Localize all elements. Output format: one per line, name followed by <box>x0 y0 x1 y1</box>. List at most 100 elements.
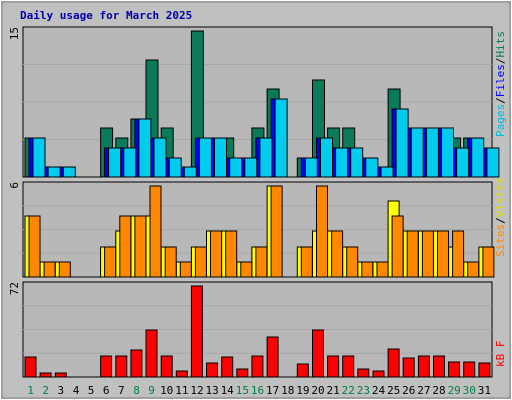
x-tick-label: 31 <box>478 384 491 397</box>
bar-pages-day-9 <box>153 137 167 178</box>
x-tick-label: 25 <box>387 384 400 397</box>
legend-top: Pages/Files/Hits <box>494 31 507 137</box>
bar-kbytes-day-27 <box>417 355 430 378</box>
x-tick-label: 2 <box>42 384 49 397</box>
bar-pages-day-20 <box>320 137 333 178</box>
bar-sites-day-10 <box>164 246 177 278</box>
x-tick-label: 1 <box>27 384 34 397</box>
bar-sites-day-21 <box>331 230 344 278</box>
legend-item: kB F <box>494 341 507 368</box>
bar-sites-day-3 <box>58 261 71 278</box>
bar-kbytes-day-23 <box>357 368 370 378</box>
bar-kbytes-day-10 <box>160 355 173 378</box>
bar-pages-day-8 <box>138 118 152 178</box>
x-tick-label: 16 <box>251 384 264 397</box>
bar-kbytes-day-26 <box>402 357 415 378</box>
bar-sites-day-13 <box>210 230 222 278</box>
bar-sites-day-9 <box>149 185 162 278</box>
x-tick-label: 17 <box>266 384 279 397</box>
bar-kbytes-day-14 <box>221 356 234 378</box>
bar-kbytes-day-20 <box>312 329 324 378</box>
bar-sites-day-30 <box>467 261 480 278</box>
x-tick-label: 23 <box>357 384 370 397</box>
bar-pages-day-26 <box>410 127 424 178</box>
x-tick-label: 30 <box>463 384 476 397</box>
bar-pages-day-12 <box>198 137 212 178</box>
legend-middle: Sites/Visits <box>494 178 507 258</box>
bar-sites-day-16 <box>255 246 268 278</box>
x-tick-label: 8 <box>133 384 140 397</box>
panel-middle: 6 Sites/Visits <box>8 178 507 278</box>
x-tick-label: 5 <box>88 384 95 397</box>
bar-pages-day-10 <box>168 157 182 178</box>
x-tick-label: 11 <box>175 384 188 397</box>
y-max-label: 6 <box>8 182 21 189</box>
bar-pages-day-15 <box>244 157 258 178</box>
legend-item: / <box>494 97 507 104</box>
bar-pages-day-1 <box>32 137 46 178</box>
x-tick-label: 12 <box>190 384 203 397</box>
legend-item: Sites <box>494 224 507 257</box>
bar-sites-day-6 <box>104 246 117 278</box>
bar-pages-day-24 <box>380 166 394 178</box>
x-tick-label: 14 <box>221 384 235 397</box>
x-tick-label: 28 <box>432 384 445 397</box>
x-tick-label: 3 <box>57 384 64 397</box>
bar-kbytes-day-2 <box>39 372 52 378</box>
legend-bottom: kB F <box>494 341 507 368</box>
x-tick-label: 19 <box>296 384 309 397</box>
bar-kbytes-day-3 <box>54 372 67 378</box>
bar-pages-day-31 <box>486 147 500 178</box>
bar-sites-day-29 <box>452 230 465 278</box>
bar-sites-day-19 <box>300 246 313 278</box>
bar-pages-day-19 <box>304 157 318 178</box>
bar-pages-day-16 <box>259 137 273 178</box>
bar-kbytes-day-28 <box>433 355 445 378</box>
bar-kbytes-day-7 <box>115 355 128 378</box>
bar-kbytes-day-25 <box>387 348 400 378</box>
x-tick-label: 29 <box>448 384 461 397</box>
x-tick-label: 7 <box>118 384 125 397</box>
x-tick-label: 24 <box>372 384 386 397</box>
bar-kbytes-day-19 <box>296 363 309 378</box>
legend-item: / <box>494 217 507 224</box>
x-tick-label: 18 <box>281 384 294 397</box>
bar-kbytes-day-30 <box>463 361 476 378</box>
legend-item: Pages <box>494 104 507 137</box>
x-tick-label: 27 <box>417 384 430 397</box>
x-tick-label: 21 <box>326 384 339 397</box>
bar-sites-day-1 <box>28 215 41 278</box>
bar-pages-day-11 <box>183 166 197 178</box>
bar-sites-day-24 <box>376 261 389 278</box>
bar-sites-day-11 <box>179 261 192 278</box>
bar-sites-day-23 <box>361 261 374 278</box>
bar-kbytes-day-16 <box>251 355 264 378</box>
bar-sites-day-8 <box>134 215 147 278</box>
bar-pages-day-23 <box>365 157 379 178</box>
bar-pages-day-13 <box>214 137 227 178</box>
bar-sites-day-12 <box>194 246 207 278</box>
x-tick-label: 20 <box>311 384 324 397</box>
x-tick-label: 13 <box>205 384 218 397</box>
bar-pages-day-30 <box>471 137 485 178</box>
bar-kbytes-day-1 <box>24 356 37 378</box>
bar-pages-day-3 <box>62 166 76 178</box>
chart-title: Daily usage for March 2025 <box>20 9 192 22</box>
bar-sites-day-17 <box>270 185 283 278</box>
x-tick-label: 9 <box>148 384 155 397</box>
bar-kbytes-day-15 <box>236 368 249 378</box>
y-max-label: 72 <box>8 282 21 295</box>
bar-sites-day-7 <box>119 215 132 278</box>
bar-kbytes-day-17 <box>266 336 279 378</box>
bar-sites-day-25 <box>391 215 404 278</box>
bar-kbytes-day-12 <box>190 285 203 378</box>
bar-pages-day-21 <box>335 147 349 178</box>
bar-sites-day-31 <box>482 246 495 278</box>
x-tick-label: 26 <box>402 384 415 397</box>
bar-kbytes-day-21 <box>327 355 340 378</box>
x-tick-label: 4 <box>73 384 80 397</box>
legend-item: Visits <box>494 178 507 218</box>
bar-sites-day-14 <box>225 230 238 278</box>
bar-pages-day-17 <box>274 98 288 178</box>
